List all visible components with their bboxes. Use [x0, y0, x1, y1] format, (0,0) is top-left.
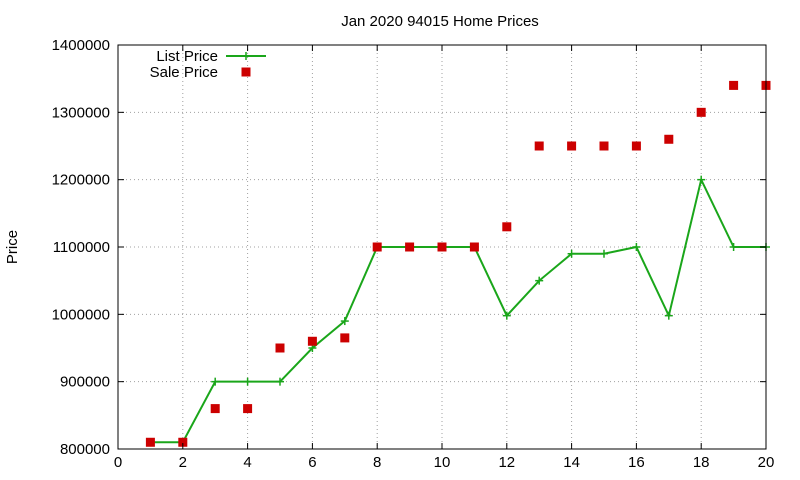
- x-tick-label: 12: [498, 454, 515, 471]
- sale-price-point: [696, 107, 706, 117]
- sale-price-point: [729, 80, 739, 90]
- sale-price-point: [534, 141, 544, 151]
- sale-price-point: [469, 242, 479, 252]
- x-tick-label: 14: [563, 454, 580, 471]
- list-price-point: [535, 276, 544, 285]
- sale-price-point: [664, 134, 674, 144]
- x-tick-label: 0: [114, 454, 122, 471]
- sale-price-point: [275, 343, 285, 353]
- list-price-point: [340, 317, 349, 326]
- sale-price-point: [340, 333, 350, 343]
- list-price-point: [276, 377, 284, 386]
- x-tick-label: 20: [758, 454, 775, 471]
- y-tick-label: 1300000: [52, 104, 110, 121]
- list-price-point: [729, 243, 738, 251]
- sale-price-point: [437, 242, 447, 252]
- x-tick-label: 10: [434, 454, 451, 471]
- legend-label: Sale Price: [150, 64, 218, 81]
- list-price-point: [243, 377, 252, 386]
- y-tick-label: 800000: [60, 441, 110, 458]
- x-tick-label: 2: [179, 454, 187, 471]
- y-tick-label: 1000000: [52, 306, 110, 323]
- sale-price-point: [372, 242, 382, 252]
- legend-swatch-marker: [242, 52, 250, 60]
- x-tick-label: 4: [243, 454, 251, 471]
- legend-swatch-marker: [241, 67, 251, 77]
- ticks: 0 2 4 6 8 10 12 14 16 18 20 800000 900000 1000000 1100…: [52, 37, 775, 471]
- y-tick-label: 1100000: [53, 239, 110, 256]
- y-tick-label: 900000: [60, 374, 110, 391]
- y-tick-label: 1200000: [52, 172, 110, 189]
- list-price-point: [664, 311, 673, 320]
- x-tick-label: 16: [628, 454, 645, 471]
- list-price-point: [697, 175, 706, 184]
- sale-price-point: [210, 404, 220, 414]
- legend-label: List Price: [156, 48, 218, 65]
- sale-price-point: [307, 336, 317, 346]
- x-tick-label: 8: [373, 454, 381, 471]
- sale-price-point: [243, 404, 253, 414]
- list-price-point: [632, 243, 641, 251]
- chart-title: Jan 2020 94015 Home Prices: [341, 13, 539, 30]
- y-axis-label: Price: [4, 230, 21, 264]
- series-layer: [145, 80, 771, 447]
- list-price-point: [600, 249, 608, 258]
- x-tick-label: 18: [693, 454, 710, 471]
- list-price-point: [211, 377, 220, 386]
- series-list-price: [146, 175, 770, 447]
- list-price-point: [502, 311, 511, 320]
- y-tick-label: 1400000: [52, 37, 110, 54]
- series-sale-price: [145, 80, 771, 447]
- sale-price-point: [145, 437, 155, 447]
- sale-price-point: [178, 437, 188, 447]
- sale-price-point: [599, 141, 609, 151]
- sale-price-point: [567, 141, 577, 151]
- sale-price-point: [631, 141, 641, 151]
- list-price-point: [567, 249, 576, 258]
- x-tick-label: 6: [308, 454, 316, 471]
- list-price-line: [150, 176, 766, 444]
- sale-price-point: [405, 242, 415, 252]
- sale-price-point: [502, 222, 512, 232]
